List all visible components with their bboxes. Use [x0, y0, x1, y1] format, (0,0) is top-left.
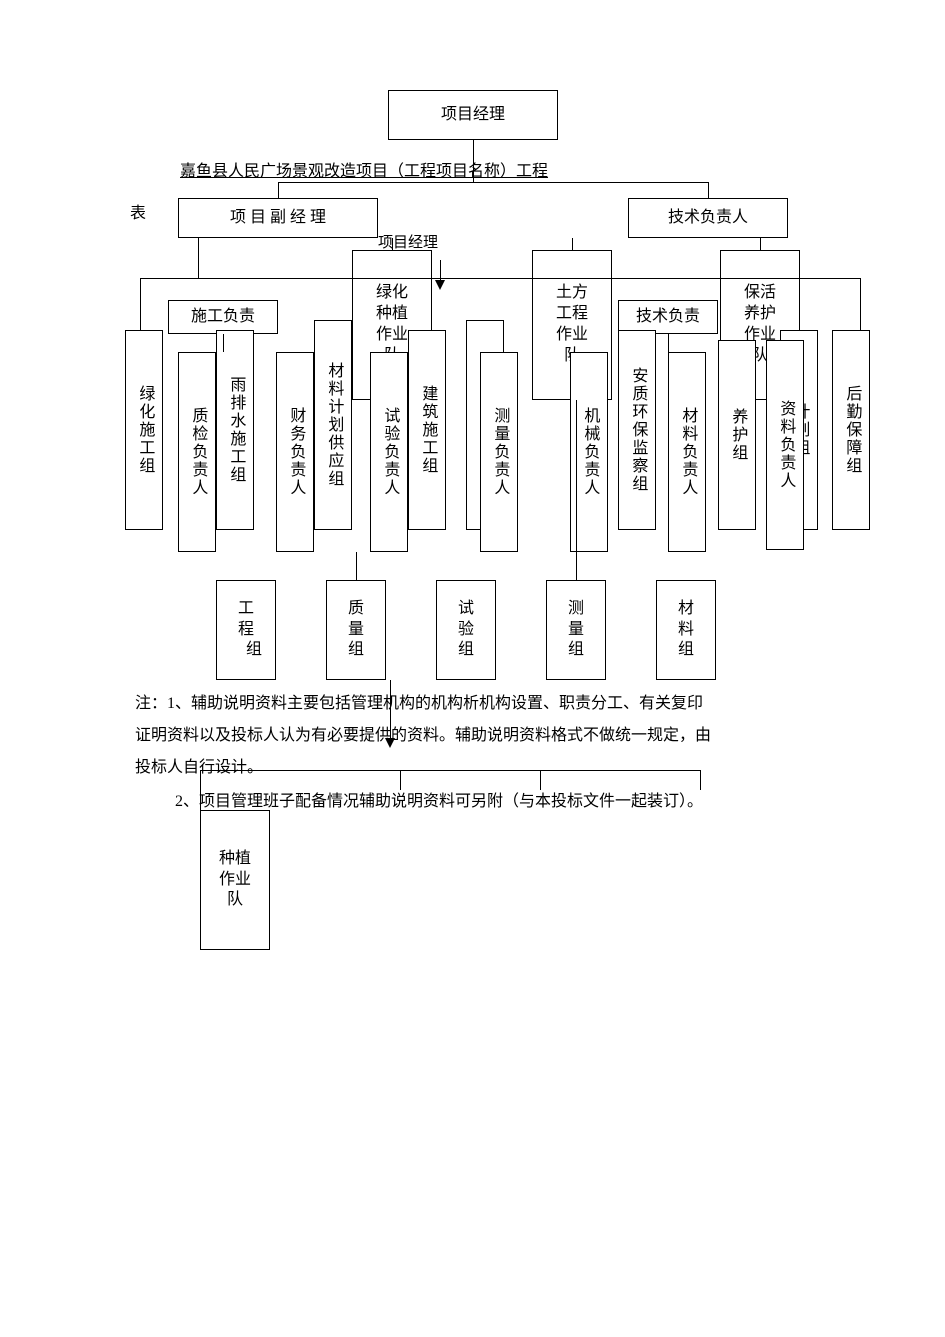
bottom-1: 工 程 组 [216, 580, 276, 680]
table-label: 表 [130, 202, 146, 226]
note-line-1: 注：1、辅助说明资料主要包括管理机构的机构析机构设置、职责分工、有关复印 [135, 692, 703, 716]
node-deputy-manager: 项 目 副 经 理 [178, 198, 378, 238]
note-line-2: 证明资料以及投标人认为有必要提供的资料。辅助说明资料格式不做统一规定，由 [135, 724, 711, 748]
vcol-7: 建筑施工组 [408, 330, 446, 530]
vcol-16: 后勤保障组 [832, 330, 870, 530]
vcol-2: 质检负责人 [178, 352, 216, 552]
node-tech-lead: 技术负责人 [628, 198, 788, 238]
vcol-6: 试验负责人 [370, 352, 408, 552]
project-title: 嘉鱼县人民广场景观改造项目（工程项目名称）工程 [180, 160, 548, 184]
node-construct-lead: 施工负责 [168, 300, 278, 334]
vcol-4: 财务负责人 [276, 352, 314, 552]
label: 项目经理 [441, 105, 505, 126]
bottom-4: 测 量 组 [546, 580, 606, 680]
vcol-14: 资料负责人 [766, 340, 804, 550]
node-tech-lead-2: 技术负责 [618, 300, 718, 334]
bottom-5: 材 料 组 [656, 580, 716, 680]
vcol-9: 测量负责人 [480, 352, 518, 552]
node-project-manager: 项目经理 [388, 90, 558, 140]
note-line-3: 投标人自行设计。 [135, 756, 263, 780]
node-plant-team-bottom: 种植 作业 队 [200, 810, 270, 950]
bottom-3: 试 验 组 [436, 580, 496, 680]
vcol-13: 养护组 [718, 340, 756, 530]
vcol-5: 材料计划供应组 [314, 320, 352, 530]
vcol-1: 绿化施工组 [125, 330, 163, 530]
vcol-3: 雨排水施工组 [216, 330, 254, 530]
bottom-2: 质 量 组 [326, 580, 386, 680]
vcol-12: 材料负责人 [668, 352, 706, 552]
vcol-11: 安质环保监察组 [618, 330, 656, 530]
